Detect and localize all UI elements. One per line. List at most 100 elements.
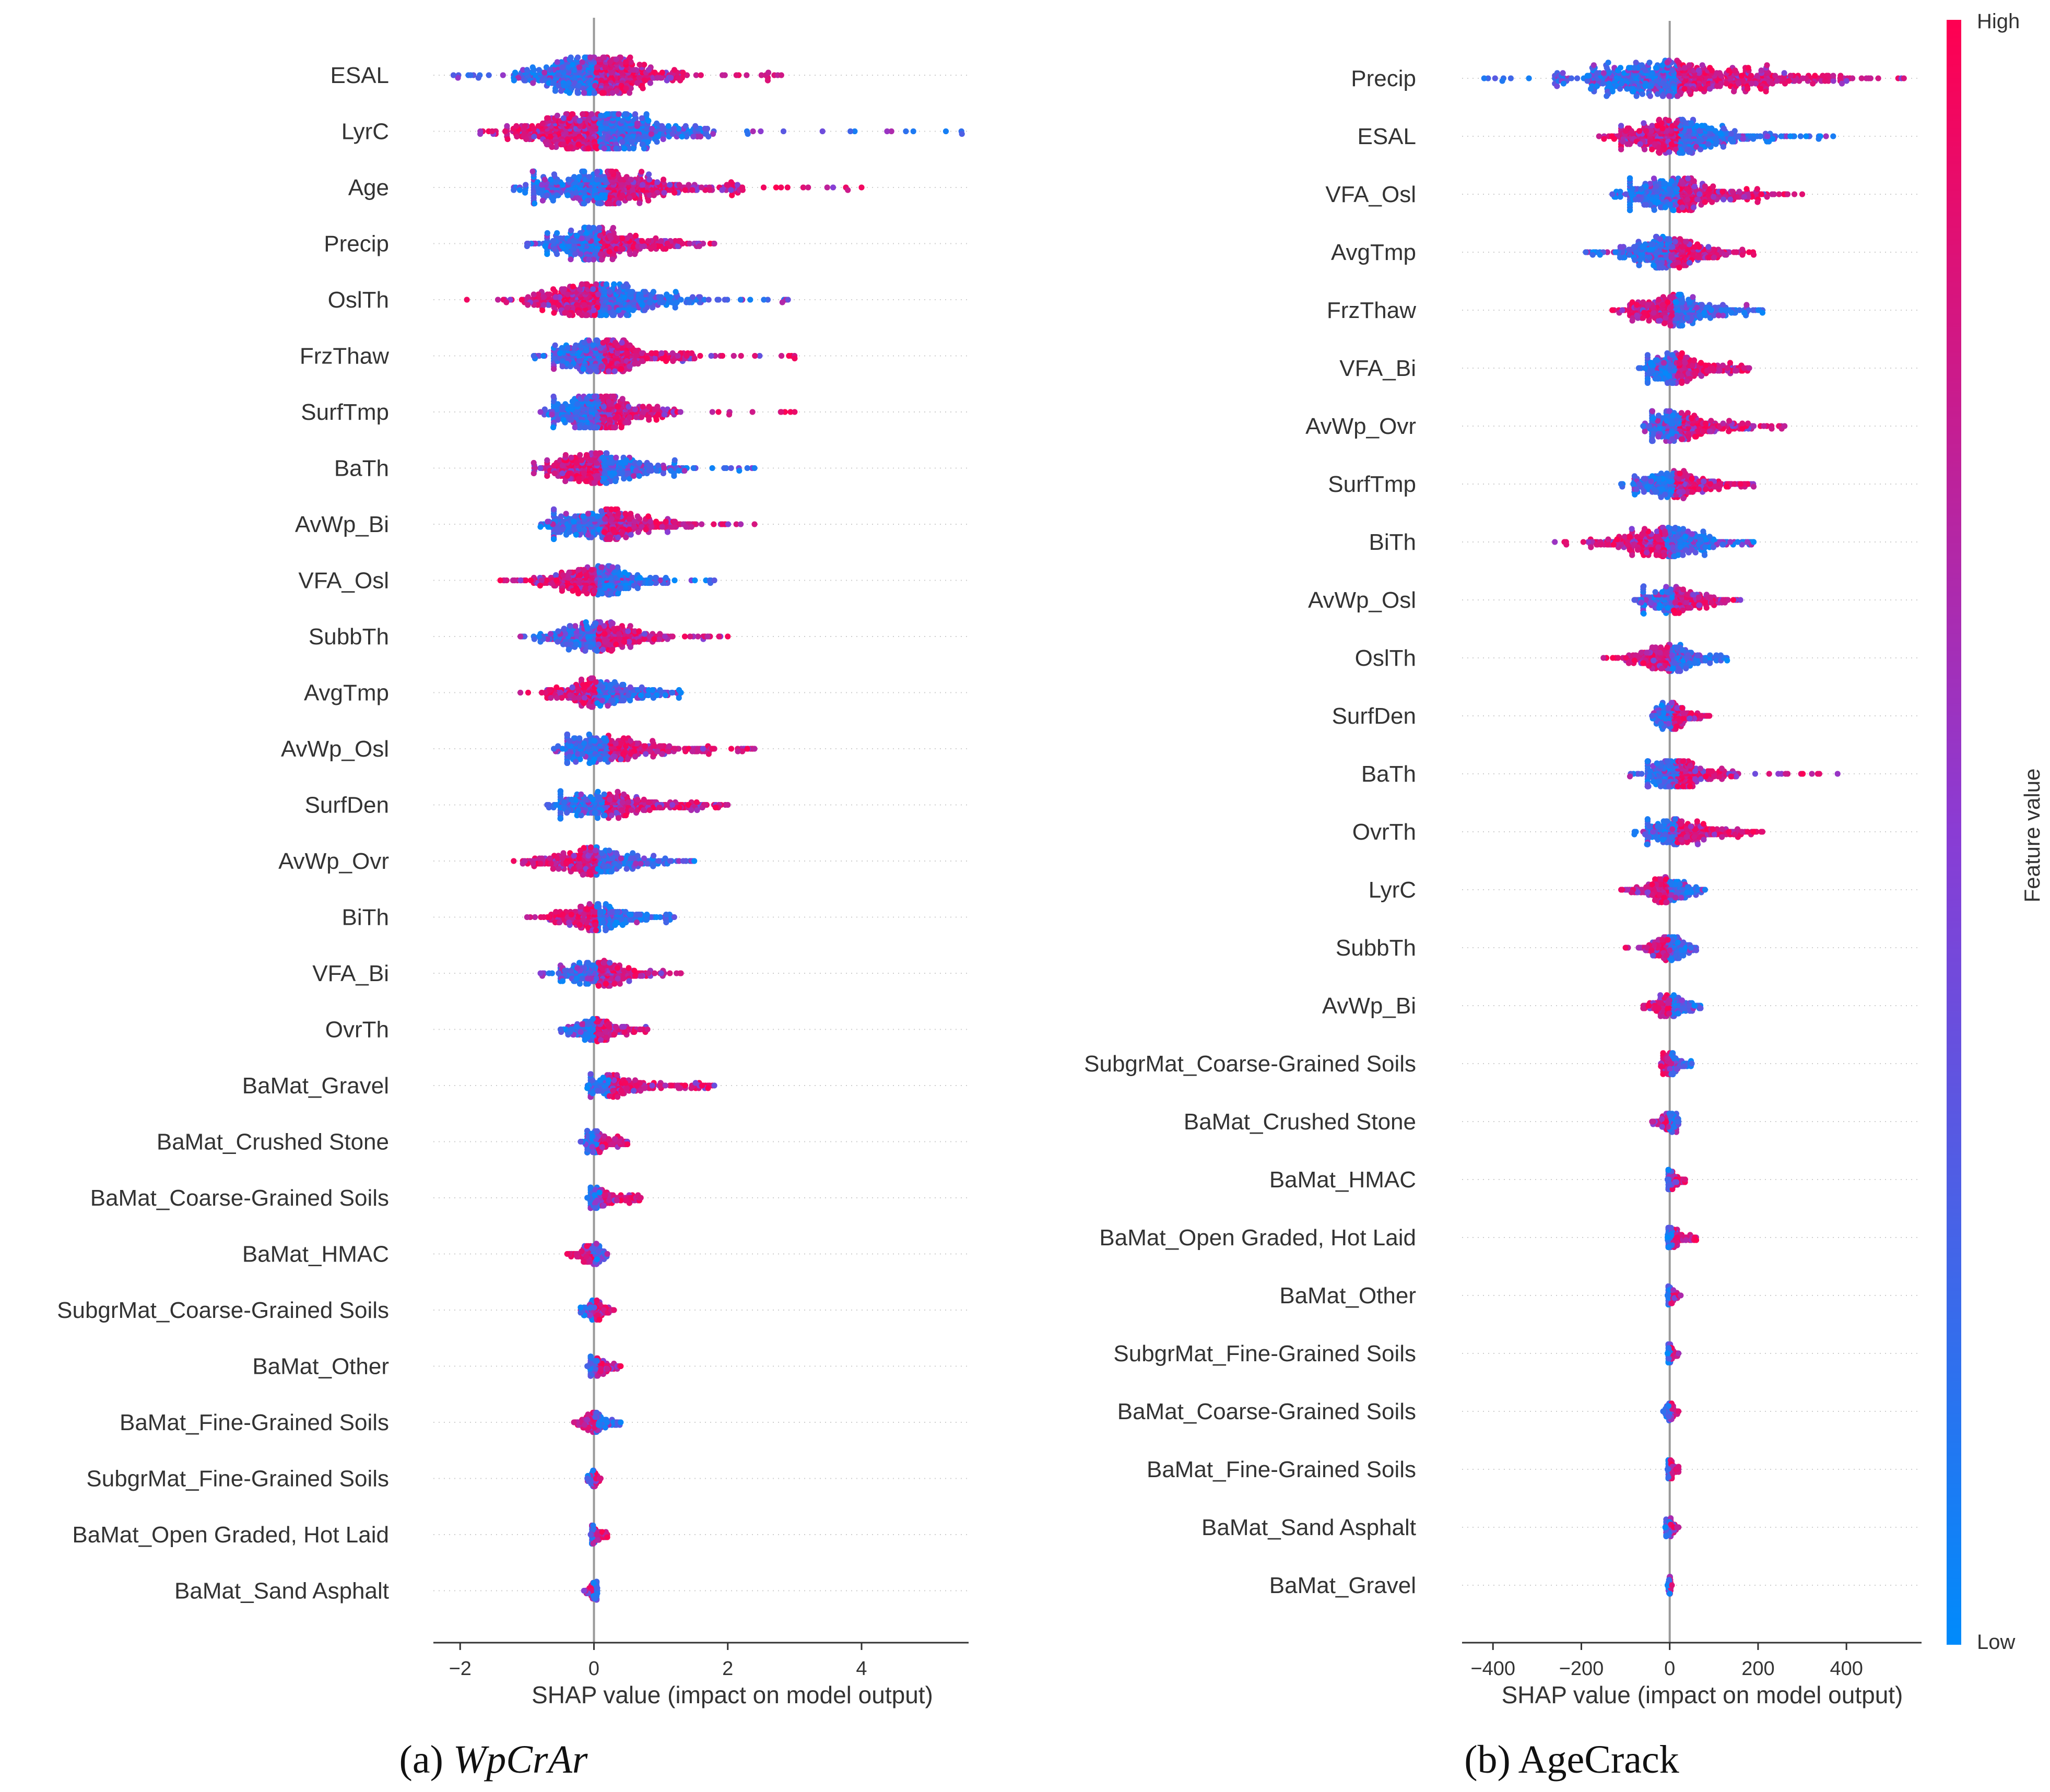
shap-point: [643, 526, 649, 533]
shap-point: [531, 459, 537, 466]
shap-point: [564, 192, 571, 198]
shap-point: [664, 240, 670, 247]
shap-point: [585, 511, 591, 517]
shap-point: [632, 251, 638, 257]
shap-point: [722, 297, 728, 303]
shap-point: [594, 337, 600, 344]
shap-point: [576, 174, 582, 180]
shap-point: [729, 192, 735, 198]
shap-point: [631, 67, 637, 73]
shap-point: [668, 524, 675, 530]
shap-point: [549, 144, 555, 150]
shap-point: [541, 69, 548, 76]
shap-point: [539, 197, 546, 204]
beeswarm-row-bath: [531, 450, 758, 486]
shap-point: [645, 139, 651, 145]
shap-point: [588, 111, 595, 117]
shap-point: [584, 312, 591, 319]
shap-point: [595, 56, 602, 63]
shap-point: [583, 452, 590, 458]
shap-point: [502, 128, 509, 135]
shap-point: [884, 128, 890, 135]
shap-point: [522, 190, 528, 196]
shap-point: [613, 56, 619, 63]
shap-point: [581, 201, 587, 207]
shap-point: [648, 246, 654, 252]
shap-point: [619, 246, 626, 252]
shap-point: [594, 368, 600, 374]
shap-point: [643, 111, 650, 117]
shap-point: [711, 240, 717, 247]
shap-point: [556, 302, 562, 308]
shap-point: [649, 350, 655, 357]
shap-point: [592, 393, 598, 400]
shap-point: [628, 176, 634, 183]
shap-point: [529, 64, 536, 70]
shap-point: [632, 111, 639, 117]
shap-point: [786, 352, 792, 359]
shap-point: [519, 297, 525, 303]
shap-point: [672, 304, 678, 311]
shap-point: [575, 476, 582, 482]
shap-point: [614, 414, 620, 420]
shap-point: [736, 467, 743, 474]
shap-point: [619, 470, 626, 477]
shap-point: [612, 478, 619, 485]
shap-point: [784, 184, 791, 191]
shap-point: [634, 80, 640, 86]
shap-point: [819, 128, 826, 135]
shap-point: [603, 281, 609, 288]
shap-point: [615, 404, 621, 410]
shap-point: [684, 352, 690, 359]
shap-point: [621, 145, 628, 151]
shap-point: [726, 411, 733, 418]
shap-point: [571, 246, 577, 252]
shap-point: [659, 123, 665, 129]
shap-point: [601, 54, 607, 61]
shap-point: [670, 358, 676, 364]
shap-point: [646, 404, 652, 410]
shap-point: [571, 174, 578, 180]
shap-point: [560, 115, 567, 121]
shap-point: [565, 176, 572, 183]
shap-point: [619, 529, 626, 535]
shap-point: [607, 536, 613, 543]
shap-point: [637, 200, 643, 206]
shap-point: [568, 417, 574, 423]
shap-point: [579, 457, 585, 464]
shap-point: [563, 511, 569, 517]
shap-point: [544, 230, 550, 236]
shap-point: [619, 139, 625, 145]
shap-point: [550, 80, 556, 86]
shap-point: [590, 342, 596, 348]
shap-point: [600, 417, 607, 423]
shap-point: [559, 470, 565, 477]
shap-point: [715, 297, 722, 303]
shap-point: [571, 518, 577, 525]
shap-point: [607, 289, 613, 295]
shap-point: [658, 294, 664, 300]
shap-point: [616, 289, 622, 295]
shap-point: [550, 286, 557, 292]
shap-point: [541, 176, 548, 183]
shap-point: [551, 462, 557, 469]
shap-point: [640, 85, 646, 91]
shap-point: [697, 352, 703, 359]
shap-point: [731, 352, 737, 359]
shap-point: [644, 355, 650, 362]
shap-point: [659, 524, 665, 530]
shap-point: [626, 90, 633, 96]
shap-point: [611, 281, 617, 288]
shap-point: [627, 54, 633, 61]
shap-point: [590, 286, 596, 292]
shap-point: [615, 534, 621, 540]
shap-point: [587, 368, 594, 374]
shap-point: [711, 521, 717, 527]
shap-point: [671, 457, 678, 464]
shap-point: [591, 307, 597, 313]
shap-point: [560, 417, 567, 423]
shap-point: [792, 409, 798, 415]
shap-point: [677, 409, 684, 415]
beeswarm-row-frzthaw: [531, 337, 798, 374]
